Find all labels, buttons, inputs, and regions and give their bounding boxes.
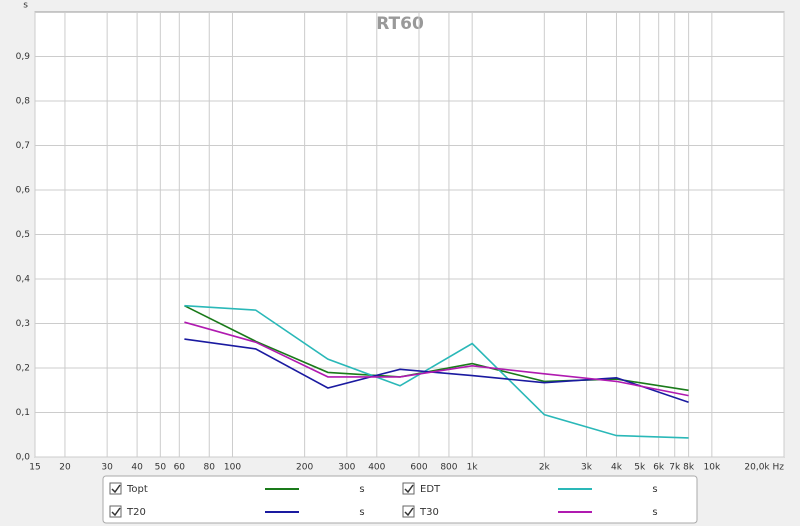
legend-unit: s xyxy=(652,507,657,518)
x-tick-label: 20,0k Hz xyxy=(744,463,784,473)
x-tick-label: 30 xyxy=(101,463,113,473)
legend-unit: s xyxy=(652,484,657,495)
y-tick-label: 0,0 xyxy=(16,453,31,463)
x-tick-label: 80 xyxy=(204,463,216,473)
legend xyxy=(102,475,698,524)
series-line xyxy=(184,338,689,404)
legend-unit: s xyxy=(359,484,364,495)
legend-label: EDT xyxy=(420,484,441,495)
x-tick-label: 600 xyxy=(410,463,427,473)
y-tick-label: 0,7 xyxy=(16,141,30,151)
legend-check xyxy=(111,507,121,517)
series-line xyxy=(184,304,689,439)
x-tick-label: 1k xyxy=(467,463,479,473)
x-tick-label: 200 xyxy=(296,463,313,473)
x-tick-label: 100 xyxy=(224,463,241,473)
x-tick-label: 400 xyxy=(368,463,385,473)
x-tick-label: 3k xyxy=(581,463,593,473)
x-tick-label: 5k xyxy=(634,463,646,473)
y-tick-label: 0,5 xyxy=(16,230,30,240)
chart-title: RT60 xyxy=(376,14,424,34)
legend-check xyxy=(404,507,414,517)
x-tick-label: 7k xyxy=(669,463,681,473)
x-tick-label: 40 xyxy=(131,463,143,473)
y-tick-label: 0,2 xyxy=(16,364,30,374)
y-tick-label: 0,3 xyxy=(16,319,30,329)
legend-label: Topt xyxy=(126,484,148,495)
y-tick-label: 0,9 xyxy=(16,52,31,62)
x-tick-label: 800 xyxy=(440,463,457,473)
series-line xyxy=(184,321,689,397)
x-tick-label: 4k xyxy=(611,463,623,473)
x-tick-label: 2k xyxy=(539,463,551,473)
x-tick-label: 6k xyxy=(653,463,665,473)
x-tick-label: 60 xyxy=(174,463,186,473)
x-tick-label: 15 xyxy=(29,463,40,473)
x-tick-label: 10k xyxy=(704,463,721,473)
x-tick-label: 8k xyxy=(683,463,695,473)
legend-checkbox[interactable] xyxy=(402,505,415,518)
legend-checkbox[interactable] xyxy=(109,505,122,518)
legend-check xyxy=(404,484,414,494)
x-tick-label: 20 xyxy=(59,463,71,473)
legend-label: T30 xyxy=(419,507,439,518)
y-axis-label: s xyxy=(23,1,28,11)
x-tick-label: 50 xyxy=(155,463,167,473)
legend-label: T20 xyxy=(126,507,146,518)
x-tick-label: 300 xyxy=(338,463,355,473)
legend-unit: s xyxy=(359,507,364,518)
y-tick-label: 0,6 xyxy=(16,186,31,196)
y-tick-label: 0,8 xyxy=(16,97,31,107)
y-tick-label: 0,4 xyxy=(16,275,31,285)
legend-checkbox[interactable] xyxy=(402,482,415,495)
legend-check xyxy=(111,484,121,494)
y-tick-label: 0,1 xyxy=(16,408,30,418)
legend-checkbox[interactable] xyxy=(109,482,122,495)
